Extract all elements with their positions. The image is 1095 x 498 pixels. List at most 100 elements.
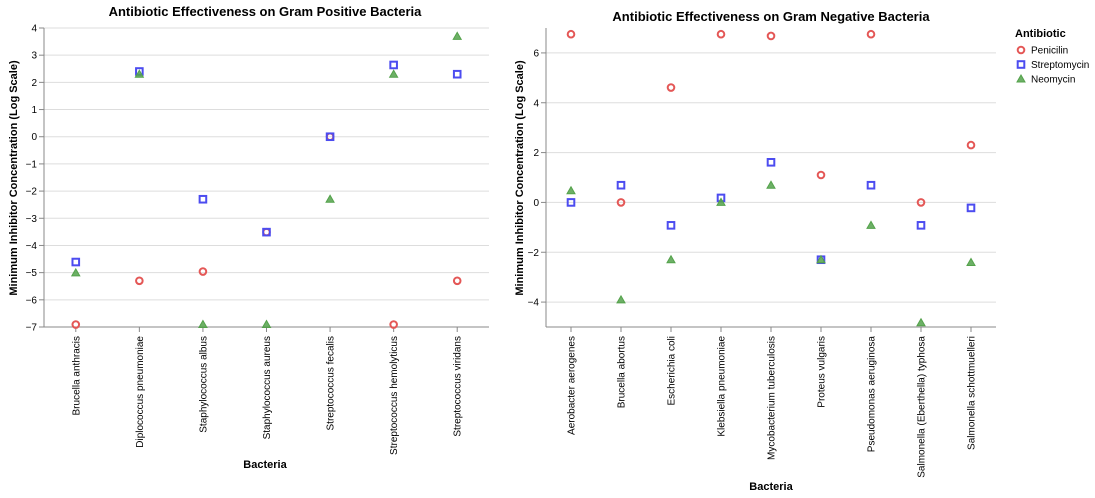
data-point-triangle [134,69,145,78]
data-point-triangle [966,257,976,266]
gram-negative-title: Antibiotic Effectiveness on Gram Negativ… [612,9,930,24]
gram-positive-title: Antibiotic Effectiveness on Gram Positiv… [109,4,423,19]
legend-item: Penicilin [1016,45,1068,57]
x-tick-label: Proteus vulgaris [817,336,828,408]
legend-item: Streptomycin [1016,60,1089,71]
legend-item: Neomycin [1016,73,1075,86]
gram-positive-y-axis-title: Minimum Inhibitor Concentration (Log Sca… [8,60,20,296]
y-tick-label: 6 [533,48,539,59]
legend-title: Antibiotic [1015,28,1066,40]
x-tick-label: Escherichia coli [667,336,678,405]
gram-negative-x-ticks: Aerobacter aerogenes Brucella abortus Esch… [567,327,978,478]
data-point-square [766,158,776,167]
x-tick-label: Mycobacterium tuberculosis [767,336,778,460]
x-tick-label: Diplococcus pneumoniae [135,336,146,448]
y-tick-label: −4 [528,298,540,309]
legend-symbol-circle [1016,45,1026,55]
gram-positive-grid [44,27,489,328]
legend-symbol-square [1016,60,1026,69]
data-point-triangle [261,319,272,329]
y-tick-label: −6 [26,295,38,306]
x-tick-label: Brucella anthracis [71,336,82,415]
data-point-triangle [325,194,335,203]
gram-negative-marks [566,29,976,327]
data-point-triangle [70,267,81,277]
data-point-circle [766,31,776,41]
y-tick-label: −3 [26,214,38,225]
data-point-triangle [616,294,626,304]
data-point-triangle [866,220,876,229]
data-point-triangle [452,31,463,40]
y-tick-label: −5 [26,268,38,279]
data-point-square [389,60,398,70]
legend-label: Neomycin [1031,75,1075,86]
data-point-circle [666,83,676,92]
data-point-circle [135,276,144,286]
x-tick-label: Streptococcus hemolyticus [389,336,400,455]
y-tick-label: 4 [533,98,539,109]
data-point-circle [866,29,876,39]
x-tick-label: Klebsiella pneumoniae [717,336,728,437]
gram-positive-x-ticks: Brucella anthracis Diplococcus pneumoniae… [71,327,464,455]
data-point-triangle [766,180,776,189]
gram-positive-y-ticks: 4 3 2 1 0 −1 −2 −3 −4 −5 −6 −7 [26,24,44,334]
data-point-circle [716,29,726,39]
legend-items: Penicilin Streptomycin Neomycin [1016,45,1089,86]
legend-symbol-triangle [1016,73,1026,83]
x-tick-label: Salmonella (Eberthella) typhosa [917,336,928,478]
y-tick-label: 2 [31,78,37,89]
gram-negative-y-ticks: 6 4 2 0 −2 −4 [528,48,546,309]
data-point-circle [198,267,208,276]
x-tick-label: Aerobacter aerogenes [567,336,578,435]
x-tick-label: Streptococcus viridans [453,336,464,437]
data-point-square [71,257,81,267]
x-tick-label: Staphylococcus albus [198,336,209,433]
y-tick-label: −1 [26,159,38,170]
x-tick-label: Pseudomonas aeruginosa [867,336,878,453]
data-point-circle [71,320,81,329]
data-point-triangle [388,69,399,78]
data-point-circle [452,276,462,286]
data-point-triangle [916,317,926,327]
gram-negative-grid [546,52,996,303]
data-point-triangle [566,185,576,195]
data-point-circle [816,170,826,180]
y-tick-label: 0 [31,132,37,143]
gram-negative-axes [545,28,996,328]
legend-label: Penicilin [1031,46,1068,57]
y-tick-label: 2 [533,148,539,159]
x-tick-label: Staphylococcus aureus [262,336,273,439]
x-tick-label: Salmonella schottmuelleri [967,336,978,450]
data-point-square [198,194,208,204]
data-point-circle [616,198,626,207]
data-point-square [616,180,626,190]
x-tick-label: Streptococcus fecalis [326,336,337,431]
legend: Antibiotic Penicilin Streptomycin Neomycin [1015,28,1089,86]
data-point-square [866,180,876,190]
data-point-circle [389,320,398,329]
data-point-triangle [198,319,208,329]
data-point-triangle [716,197,726,206]
data-point-triangle [666,254,676,264]
y-tick-label: 0 [533,198,539,209]
gram-negative-y-axis-title: Minimum Inhibitor Concentration (Log Sca… [514,60,526,296]
data-point-square [262,227,271,237]
y-tick-label: −2 [26,187,38,198]
legend-label: Streptomycin [1031,60,1089,71]
y-tick-label: −4 [26,241,38,252]
x-tick-label: Brucella abortus [617,336,628,408]
data-point-square [452,69,462,79]
gram-positive-x-axis-title: Bacteria [243,459,287,471]
gram-negative-chart: Antibiotic Effectiveness on Gram Negativ… [514,9,996,493]
gram-positive-marks [70,31,463,329]
gram-positive-chart: Antibiotic Effectiveness on Gram Positiv… [8,4,489,471]
data-point-triangle [816,254,826,264]
y-tick-label: 4 [31,24,37,35]
y-tick-label: 1 [31,105,37,116]
data-point-square [566,198,576,207]
data-point-square [666,221,676,230]
y-tick-label: 3 [31,51,37,62]
gram-positive-axes [43,28,489,328]
y-tick-label: −7 [26,323,38,334]
